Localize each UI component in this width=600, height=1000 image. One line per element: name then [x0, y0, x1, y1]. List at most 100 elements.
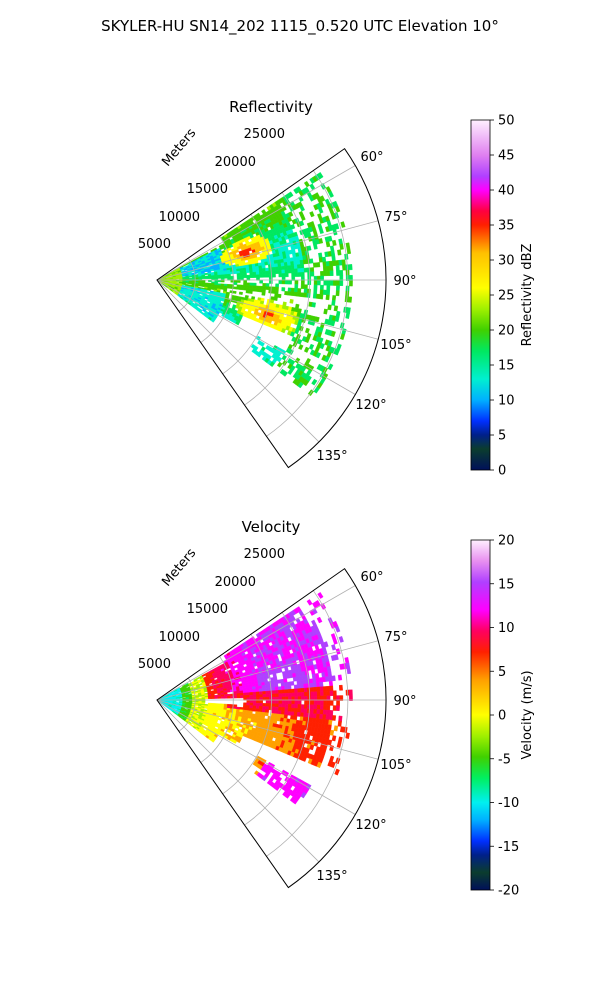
radar-cell — [344, 657, 350, 664]
radar-cell — [182, 695, 186, 698]
radar-cell — [281, 707, 286, 712]
colorbar-tick-label: 10 — [498, 621, 515, 636]
radar-cell — [261, 291, 266, 296]
radar-cell — [335, 290, 340, 297]
radar-cell — [282, 370, 288, 377]
radar-cell — [325, 241, 331, 248]
radial-tick-label: 20000 — [215, 155, 256, 170]
range-ring — [222, 214, 272, 375]
radar-cell — [300, 267, 305, 273]
radar-cell — [220, 276, 225, 279]
radar-cell — [275, 283, 280, 288]
radar-cell — [233, 280, 238, 283]
radar-cell — [319, 709, 324, 715]
radar-cell — [322, 266, 327, 272]
radar-cell — [274, 269, 279, 275]
colorbar-tick-label: 10 — [498, 394, 515, 409]
radar-cell — [323, 700, 328, 706]
radar-cell — [323, 308, 328, 315]
radar-cell — [238, 291, 243, 295]
radar-cell — [220, 280, 225, 283]
radar-cell — [297, 272, 302, 277]
radar-cell — [289, 298, 294, 304]
radar-cell — [284, 692, 289, 698]
reflectivity-azimuth-ticks: 60° 75° 90° 105° 120° 135° — [316, 150, 416, 464]
radar-cell — [316, 280, 321, 286]
radar-cell — [326, 270, 331, 276]
radar-cell — [303, 704, 308, 710]
colorbar-tick-label: -15 — [498, 840, 519, 855]
radar-cell — [297, 708, 302, 713]
radar-cell — [287, 711, 292, 716]
radar-cell — [217, 280, 222, 283]
radar-cell — [175, 281, 180, 283]
radar-cell — [272, 273, 276, 278]
radar-cell — [303, 292, 308, 298]
radar-cell — [319, 686, 324, 692]
radar-cell — [258, 288, 263, 293]
radar-cell — [326, 700, 331, 706]
radar-cell — [313, 386, 320, 394]
radar-cell — [313, 244, 318, 250]
radar-cell — [296, 264, 302, 269]
radar-cell — [243, 695, 247, 699]
radar-cell — [294, 280, 299, 285]
radar-cell — [268, 706, 273, 711]
radar-cell — [310, 669, 316, 675]
radar-cell — [201, 284, 206, 288]
radar-cell — [338, 684, 343, 691]
radar-cell — [331, 295, 337, 301]
radar-cell — [322, 686, 327, 692]
radar-cell — [249, 694, 254, 698]
radar-cell — [281, 700, 286, 705]
radar-cell — [233, 695, 238, 699]
radar-cell — [249, 274, 254, 278]
radar-cell — [182, 283, 186, 286]
colorbar-tick-label: -10 — [498, 796, 519, 811]
radar-cell — [233, 282, 238, 286]
radar-cell — [296, 712, 301, 717]
colorbar-gradient — [470, 119, 491, 471]
radar-cell — [331, 675, 336, 682]
radar-cell — [261, 687, 266, 692]
radar-cell — [306, 599, 313, 606]
radar-cell — [287, 703, 292, 709]
radar-cell — [334, 205, 341, 213]
radar-cell — [297, 688, 302, 693]
radar-cell — [331, 255, 336, 262]
radar-cell — [262, 286, 267, 290]
radar-cell — [328, 680, 334, 687]
radar-cell — [313, 691, 318, 697]
radar-cell — [345, 312, 350, 319]
radar-cell — [274, 263, 279, 268]
radar-cell — [268, 703, 273, 708]
radar-cell — [316, 691, 321, 697]
radar-cell — [336, 741, 342, 748]
radar-cell — [297, 692, 302, 697]
range-ring — [200, 235, 234, 343]
radar-cell — [316, 700, 321, 706]
radar-cell — [175, 280, 180, 282]
radar-cell — [300, 708, 305, 714]
radar-cell — [326, 685, 331, 692]
radar-cell — [334, 315, 340, 323]
radar-cell — [320, 700, 324, 706]
radar-cell — [326, 690, 331, 696]
radar-cell — [310, 700, 315, 706]
radar-cell — [347, 296, 353, 303]
radar-cell — [300, 687, 305, 693]
radar-cell — [333, 305, 339, 312]
radar-cell — [345, 732, 350, 739]
radar-cell — [271, 263, 276, 268]
radar-cell — [303, 712, 308, 718]
velocity-radial-label: Meters — [159, 546, 199, 590]
radar-cell — [283, 678, 288, 683]
radar-cell — [271, 683, 276, 688]
radar-cell — [284, 290, 289, 296]
radar-cell — [337, 674, 343, 681]
radar-cell — [316, 686, 321, 692]
radar-cell — [293, 715, 298, 721]
radar-cell — [346, 247, 352, 255]
radar-cell — [281, 689, 286, 694]
radar-cell — [249, 272, 254, 276]
